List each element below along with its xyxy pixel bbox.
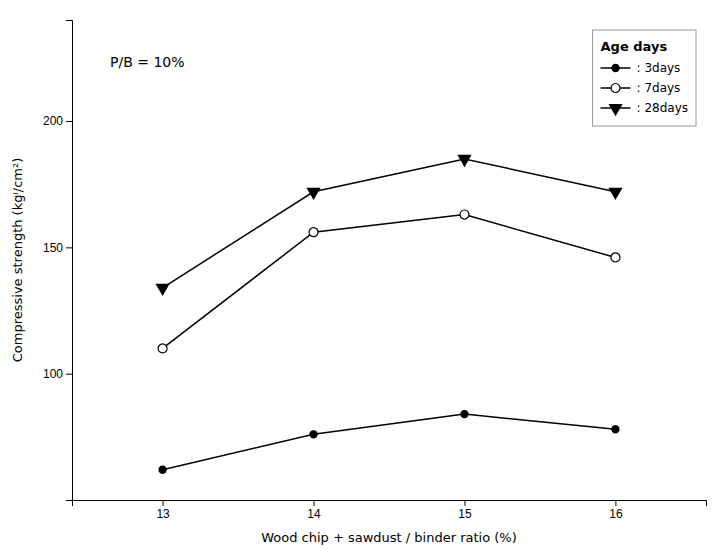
- legend-item: : 3days: [601, 61, 681, 75]
- x-tick-label: 16: [609, 507, 623, 521]
- data-point: [307, 188, 319, 199]
- x-tick: 14: [307, 500, 321, 521]
- series-line: [163, 159, 616, 288]
- x-axis-title: Wood chip + sawdust / binder ratio (%): [261, 530, 517, 545]
- y-tick-label: 200: [43, 114, 63, 128]
- y-tick-mark: [66, 374, 72, 375]
- data-point: [158, 344, 167, 353]
- data-point: [309, 228, 318, 237]
- legend-label: : 28days: [637, 101, 688, 115]
- x-tick: 15: [458, 500, 472, 521]
- y-tick: 100: [43, 367, 72, 381]
- x-tick-label: 14: [307, 507, 321, 521]
- y-tick-mark: [66, 247, 72, 248]
- legend: Age days : 3days : 7days : 28days: [593, 30, 696, 126]
- x-axis-line: [73, 501, 707, 507]
- y-tick: 150: [43, 241, 72, 255]
- data-marks: [156, 155, 621, 473]
- y-axis: 100 150 200: [43, 21, 73, 501]
- y-tick: 200: [43, 114, 72, 128]
- series-line: [163, 414, 616, 470]
- x-tick-label: 13: [156, 507, 170, 521]
- legend-label: : 3days: [637, 61, 681, 75]
- series-line: [163, 215, 616, 349]
- chart-svg: 13 14 15 16 100 150 200 Wood chip + sawdust / b…: [0, 0, 726, 554]
- data-point: [612, 426, 619, 433]
- legend-label: : 7days: [637, 81, 681, 95]
- legend-symbol: [609, 104, 621, 115]
- x-tick-mark: [615, 500, 616, 506]
- x-axis: 13 14 15 16: [73, 500, 707, 521]
- y-axis-title: Compressive strength (kgⁱ/cm²): [10, 158, 25, 363]
- legend-item: : 7days: [601, 81, 681, 95]
- data-point: [460, 210, 469, 219]
- data-point: [611, 253, 620, 262]
- x-tick: 13: [156, 500, 170, 521]
- x-tick-mark: [314, 500, 315, 506]
- data-point: [159, 466, 166, 473]
- data-point: [310, 431, 317, 438]
- x-tick-mark: [464, 500, 465, 506]
- x-tick-label: 15: [458, 507, 472, 521]
- x-tick: 16: [609, 500, 623, 521]
- y-tick-mark: [66, 121, 72, 122]
- legend-frame: [593, 30, 696, 126]
- data-point: [156, 284, 168, 295]
- legend-symbol: [612, 64, 619, 71]
- y-tick-label: 100: [43, 367, 63, 381]
- legend-symbol: [611, 83, 620, 92]
- plot-area: 13 14 15 16 100 150 200 Wood chip + sawdust / b…: [10, 21, 707, 546]
- y-tick-label: 150: [43, 241, 63, 255]
- data-point: [609, 188, 621, 199]
- x-tick-mark: [163, 500, 164, 506]
- legend-item: : 28days: [601, 101, 688, 115]
- data-point: [458, 155, 470, 166]
- legend-title: Age days: [601, 39, 668, 54]
- data-point: [461, 411, 468, 418]
- annotation: P/B = 10%: [110, 54, 185, 70]
- y-axis-line: [66, 21, 73, 501]
